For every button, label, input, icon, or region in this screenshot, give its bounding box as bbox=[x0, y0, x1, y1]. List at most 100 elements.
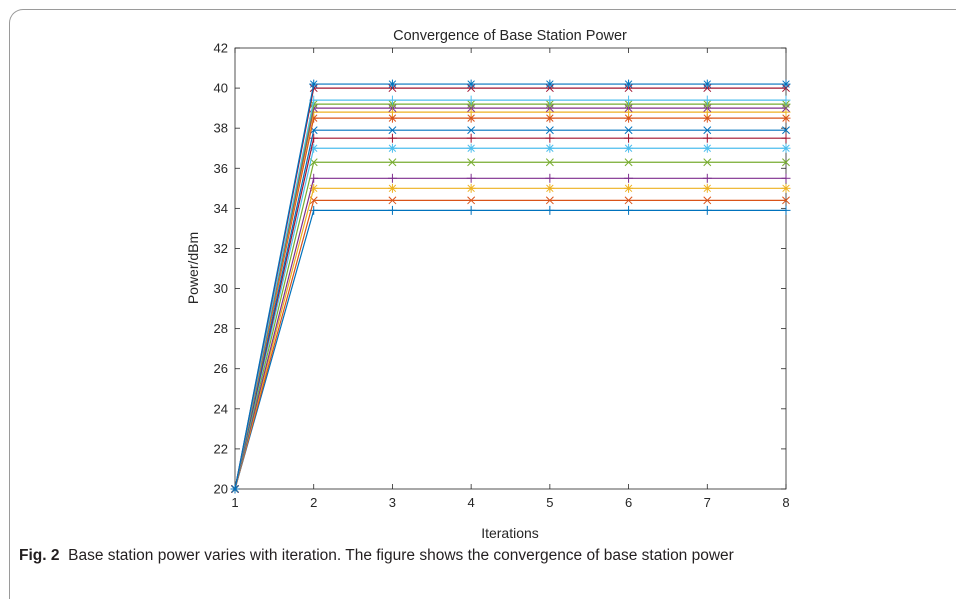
data-point bbox=[545, 196, 554, 205]
data-point bbox=[782, 158, 790, 167]
data-point bbox=[782, 126, 790, 135]
x-tick-label: 7 bbox=[704, 495, 711, 510]
data-point bbox=[624, 95, 634, 105]
data-point bbox=[624, 133, 634, 143]
series-line bbox=[234, 129, 786, 490]
series-line bbox=[234, 199, 786, 490]
data-point bbox=[387, 95, 397, 105]
figure-frame bbox=[9, 9, 956, 599]
x-tick-label: 4 bbox=[468, 495, 475, 510]
data-point bbox=[624, 79, 634, 89]
x-tick-label: 1 bbox=[231, 495, 238, 510]
series-10 bbox=[230, 107, 791, 494]
data-point bbox=[702, 143, 712, 153]
data-point bbox=[702, 113, 712, 123]
data-point bbox=[387, 205, 397, 215]
data-point bbox=[545, 205, 555, 215]
data-point bbox=[387, 79, 397, 89]
x-axis: 1 2 3 4 5 6 7 8 bbox=[231, 48, 790, 510]
data-point bbox=[624, 196, 633, 205]
y-axis: 20 22 24 26 28 30 32 34 36 38 40 42 bbox=[214, 41, 786, 497]
data-point bbox=[702, 183, 712, 193]
data-point bbox=[467, 126, 476, 135]
series-9 bbox=[230, 113, 791, 494]
y-tick-label: 40 bbox=[214, 81, 228, 96]
series-line bbox=[234, 87, 786, 490]
data-point bbox=[781, 173, 791, 183]
data-point bbox=[387, 107, 397, 117]
data-point bbox=[388, 126, 397, 135]
data-point bbox=[467, 158, 476, 167]
data-point bbox=[466, 183, 476, 193]
series-line bbox=[234, 137, 786, 490]
data-point bbox=[387, 113, 397, 123]
data-point bbox=[702, 133, 712, 143]
data-point bbox=[545, 107, 555, 117]
data-point bbox=[309, 143, 319, 153]
y-tick-label: 26 bbox=[214, 361, 228, 376]
data-point bbox=[781, 133, 791, 143]
data-point bbox=[309, 133, 319, 143]
data-point bbox=[466, 107, 476, 117]
series-line bbox=[234, 161, 786, 490]
series-line bbox=[234, 147, 786, 490]
y-tick-label: 24 bbox=[214, 401, 228, 416]
data-point bbox=[545, 95, 555, 105]
series-3 bbox=[230, 183, 791, 494]
data-point bbox=[702, 79, 712, 89]
data-point bbox=[703, 126, 712, 135]
series-line bbox=[234, 99, 786, 490]
x-tick-label: 2 bbox=[310, 495, 317, 510]
data-point bbox=[466, 205, 476, 215]
data-point bbox=[387, 183, 397, 193]
y-tick-label: 22 bbox=[214, 441, 228, 456]
data-point bbox=[309, 79, 319, 89]
data-point bbox=[545, 158, 554, 167]
data-point bbox=[545, 173, 555, 183]
y-tick-label: 28 bbox=[214, 321, 228, 336]
data-point bbox=[466, 79, 476, 89]
data-point bbox=[703, 196, 712, 205]
series-line bbox=[234, 83, 786, 490]
x-tick-label: 8 bbox=[782, 495, 789, 510]
x-tick-label: 6 bbox=[625, 495, 632, 510]
y-tick-label: 20 bbox=[214, 482, 228, 497]
figure-caption: Fig. 2 Base station power varies with it… bbox=[19, 547, 734, 565]
y-tick-label: 30 bbox=[214, 281, 228, 296]
data-point bbox=[466, 173, 476, 183]
data-point bbox=[388, 196, 397, 205]
data-point bbox=[545, 183, 555, 193]
series-line bbox=[234, 209, 786, 490]
data-point bbox=[387, 133, 397, 143]
data-point bbox=[624, 158, 633, 167]
data-point bbox=[782, 196, 790, 205]
y-axis-label: Power/dBm bbox=[185, 232, 201, 304]
data-point bbox=[467, 196, 476, 205]
series-line bbox=[234, 103, 786, 490]
data-point bbox=[781, 107, 791, 117]
data-point bbox=[466, 113, 476, 123]
data-point bbox=[466, 95, 476, 105]
chart-title: Convergence of Base Station Power bbox=[393, 28, 627, 44]
series-line bbox=[234, 117, 786, 490]
series-line bbox=[234, 111, 786, 490]
series-13 bbox=[230, 95, 791, 494]
data-point bbox=[624, 173, 634, 183]
y-tick-label: 36 bbox=[214, 161, 228, 176]
data-point bbox=[388, 158, 397, 167]
data-point bbox=[230, 484, 240, 494]
data-point bbox=[702, 95, 712, 105]
series-layer bbox=[230, 79, 791, 494]
data-point bbox=[309, 173, 319, 183]
data-point bbox=[703, 158, 712, 167]
y-tick-label: 42 bbox=[214, 41, 228, 56]
x-tick-label: 3 bbox=[389, 495, 396, 510]
data-point bbox=[702, 205, 712, 215]
series-line bbox=[234, 177, 786, 490]
data-point bbox=[781, 143, 791, 153]
data-point bbox=[466, 133, 476, 143]
data-point bbox=[781, 95, 791, 105]
plot-area bbox=[234, 47, 787, 490]
data-point bbox=[624, 143, 634, 153]
